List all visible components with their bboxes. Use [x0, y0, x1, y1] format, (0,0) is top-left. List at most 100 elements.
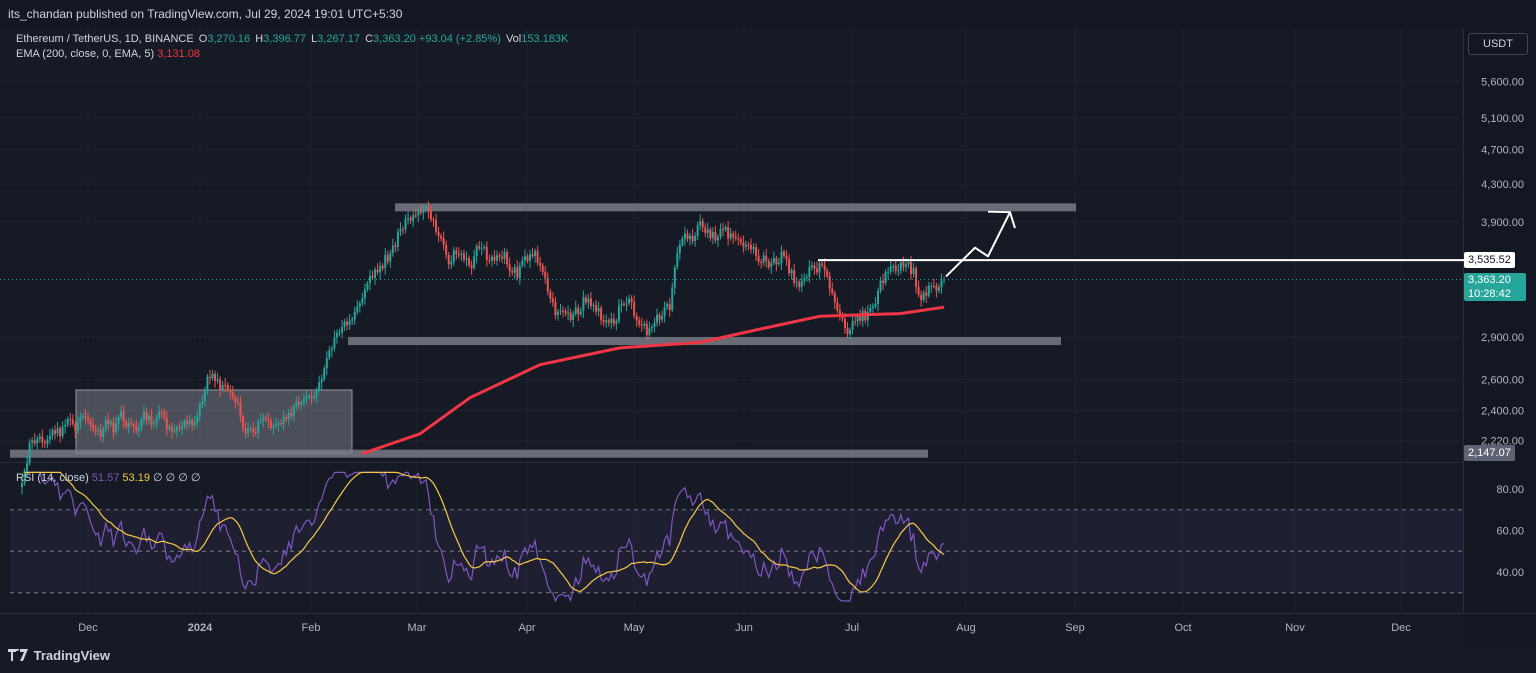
- rsi-axis-label[interactable]: 60.00: [1496, 526, 1524, 538]
- candle-body-down: [231, 392, 234, 398]
- time-axis[interactable]: Dec 2024 Feb Mar Apr May Jun Jul Aug Sep Oct Nov Dec: [78, 622, 1411, 634]
- candle-body-down: [87, 417, 90, 421]
- price-axis-label[interactable]: 2,600.00: [1481, 374, 1524, 386]
- rsi-axis-label[interactable]: 40.00: [1496, 567, 1524, 579]
- candle-body-down: [747, 244, 750, 246]
- ema-value: 3,131.08: [157, 48, 201, 60]
- price-axis-label[interactable]: 2,400.00: [1481, 405, 1524, 417]
- candle-body-down: [457, 254, 460, 256]
- time-axis-label[interactable]: 2024: [188, 622, 213, 634]
- symbol-legend[interactable]: Ethereum / TetherUS, 1D, BINANCE O3,270.…: [16, 32, 568, 62]
- time-axis-label[interactable]: Feb: [302, 622, 321, 634]
- candle-body-up: [810, 265, 813, 268]
- last-price-tag: 3,363.20 10:28:42: [1464, 273, 1526, 301]
- rsi-value: 51.57: [91, 472, 120, 484]
- candle-body-down: [668, 303, 671, 311]
- symbol-name[interactable]: Ethereum / TetherUS, 1D, BINANCE: [16, 33, 194, 45]
- candle-body-up: [930, 285, 933, 287]
- candle-body-up: [871, 306, 874, 308]
- candle-body-up: [36, 438, 39, 444]
- candle-body-down: [828, 276, 831, 289]
- candle-body-up: [153, 423, 156, 425]
- time-axis-label[interactable]: Jun: [735, 622, 753, 634]
- candle-body-up: [168, 426, 171, 430]
- candle-body-up: [887, 271, 890, 273]
- candle-body-down: [419, 209, 422, 213]
- price-axis[interactable]: 5,600.00 5,100.00 4,700.00 4,300.00 3,900.00…: [1481, 77, 1524, 579]
- candle-body-up: [56, 428, 59, 434]
- rsi-label[interactable]: RSI (14, close): [16, 472, 89, 484]
- time-axis-label[interactable]: Nov: [1285, 622, 1305, 634]
- candle-body-up: [323, 368, 326, 380]
- candle-body-up: [287, 412, 290, 420]
- candle-body-up: [800, 280, 803, 288]
- time-axis-label[interactable]: Dec: [1391, 622, 1411, 634]
- candle-body-down: [894, 265, 897, 271]
- price-axis-label[interactable]: 3,900.00: [1481, 217, 1524, 229]
- candle-body-down: [267, 419, 270, 422]
- candle-body-up: [247, 428, 250, 434]
- candle-body-up: [534, 251, 537, 257]
- time-axis-label[interactable]: Aug: [956, 622, 976, 634]
- candle-body-up: [343, 321, 346, 327]
- price-axis-label[interactable]: 2,220.00: [1481, 436, 1524, 448]
- candle-body-down: [252, 428, 255, 433]
- candle-body-down: [290, 412, 293, 417]
- tradingview-footer[interactable]: TradingView: [8, 648, 110, 663]
- candle-body-up: [76, 422, 79, 431]
- candle-body-down: [264, 417, 267, 420]
- time-axis-label[interactable]: Jul: [845, 622, 859, 634]
- time-axis-label[interactable]: Sep: [1065, 622, 1085, 634]
- time-axis-label[interactable]: Mar: [408, 622, 427, 634]
- chart-canvas[interactable]: 5,600.00 5,100.00 4,700.00 4,300.00 3,900.00…: [0, 28, 1536, 673]
- candle-body-down: [94, 428, 97, 432]
- candle-body-up: [592, 305, 595, 307]
- time-axis-label[interactable]: May: [624, 622, 645, 634]
- candle-body-down: [577, 307, 580, 315]
- candle-body-down: [917, 286, 920, 295]
- drawings[interactable]: [0, 210, 1464, 280]
- candle-body-up: [26, 462, 29, 471]
- rsi-axis-label[interactable]: 80.00: [1496, 484, 1524, 496]
- price-axis-label[interactable]: 4,700.00: [1481, 145, 1524, 157]
- ema-legend-line[interactable]: EMA (200, close, 0, EMA, 5) 3,131.08: [16, 47, 568, 62]
- ema-label[interactable]: EMA (200, close, 0, EMA, 5): [16, 48, 155, 60]
- price-axis-label[interactable]: 5,100.00: [1481, 113, 1524, 125]
- time-axis-label[interactable]: Oct: [1174, 622, 1191, 634]
- rsi-ma-line[interactable]: [24, 471, 945, 593]
- candle-body-up: [521, 260, 524, 266]
- candle-body-down: [254, 432, 257, 434]
- symbol-line[interactable]: Ethereum / TetherUS, 1D, BINANCE O3,270.…: [16, 32, 568, 47]
- candle-body-up: [556, 311, 559, 316]
- time-axis-label[interactable]: Apr: [518, 622, 535, 634]
- candle-body-up: [711, 232, 714, 238]
- time-axis-label[interactable]: Dec: [78, 622, 98, 634]
- volume-label: Vol: [505, 33, 522, 45]
- candle-body-down: [33, 440, 36, 444]
- candle-body-up: [648, 328, 651, 336]
- breakout-arrow[interactable]: [945, 211, 1011, 278]
- currency-button[interactable]: USDT: [1468, 33, 1528, 55]
- candle-body-down: [485, 247, 488, 261]
- candle-body-up: [780, 251, 783, 264]
- candle-body-up: [282, 417, 285, 424]
- arrow-head[interactable]: [987, 210, 1016, 229]
- candle-body-down: [236, 401, 239, 403]
- candle-body-down: [74, 423, 77, 431]
- candle-body-up: [699, 221, 702, 226]
- candle-body-down: [381, 266, 384, 269]
- rsi-line[interactable]: [24, 470, 945, 603]
- price-axis-label[interactable]: 2,900.00: [1481, 332, 1524, 344]
- candle-body-up: [272, 426, 275, 428]
- price-axis-label[interactable]: 5,600.00: [1481, 77, 1524, 89]
- candle-body-up: [597, 307, 600, 312]
- candle-body-down: [445, 244, 448, 255]
- candle-body-up: [277, 423, 280, 425]
- candle-body-up: [678, 244, 681, 254]
- rsi-legend[interactable]: RSI (14, close) 51.57 53.19 ∅ ∅ ∅ ∅: [16, 471, 201, 484]
- price-axis-label[interactable]: 4,300.00: [1481, 179, 1524, 191]
- candle-body-up: [38, 436, 41, 439]
- candle-body-down: [826, 270, 829, 277]
- candle-body-up: [907, 262, 910, 265]
- ema-200-line[interactable]: [361, 305, 945, 456]
